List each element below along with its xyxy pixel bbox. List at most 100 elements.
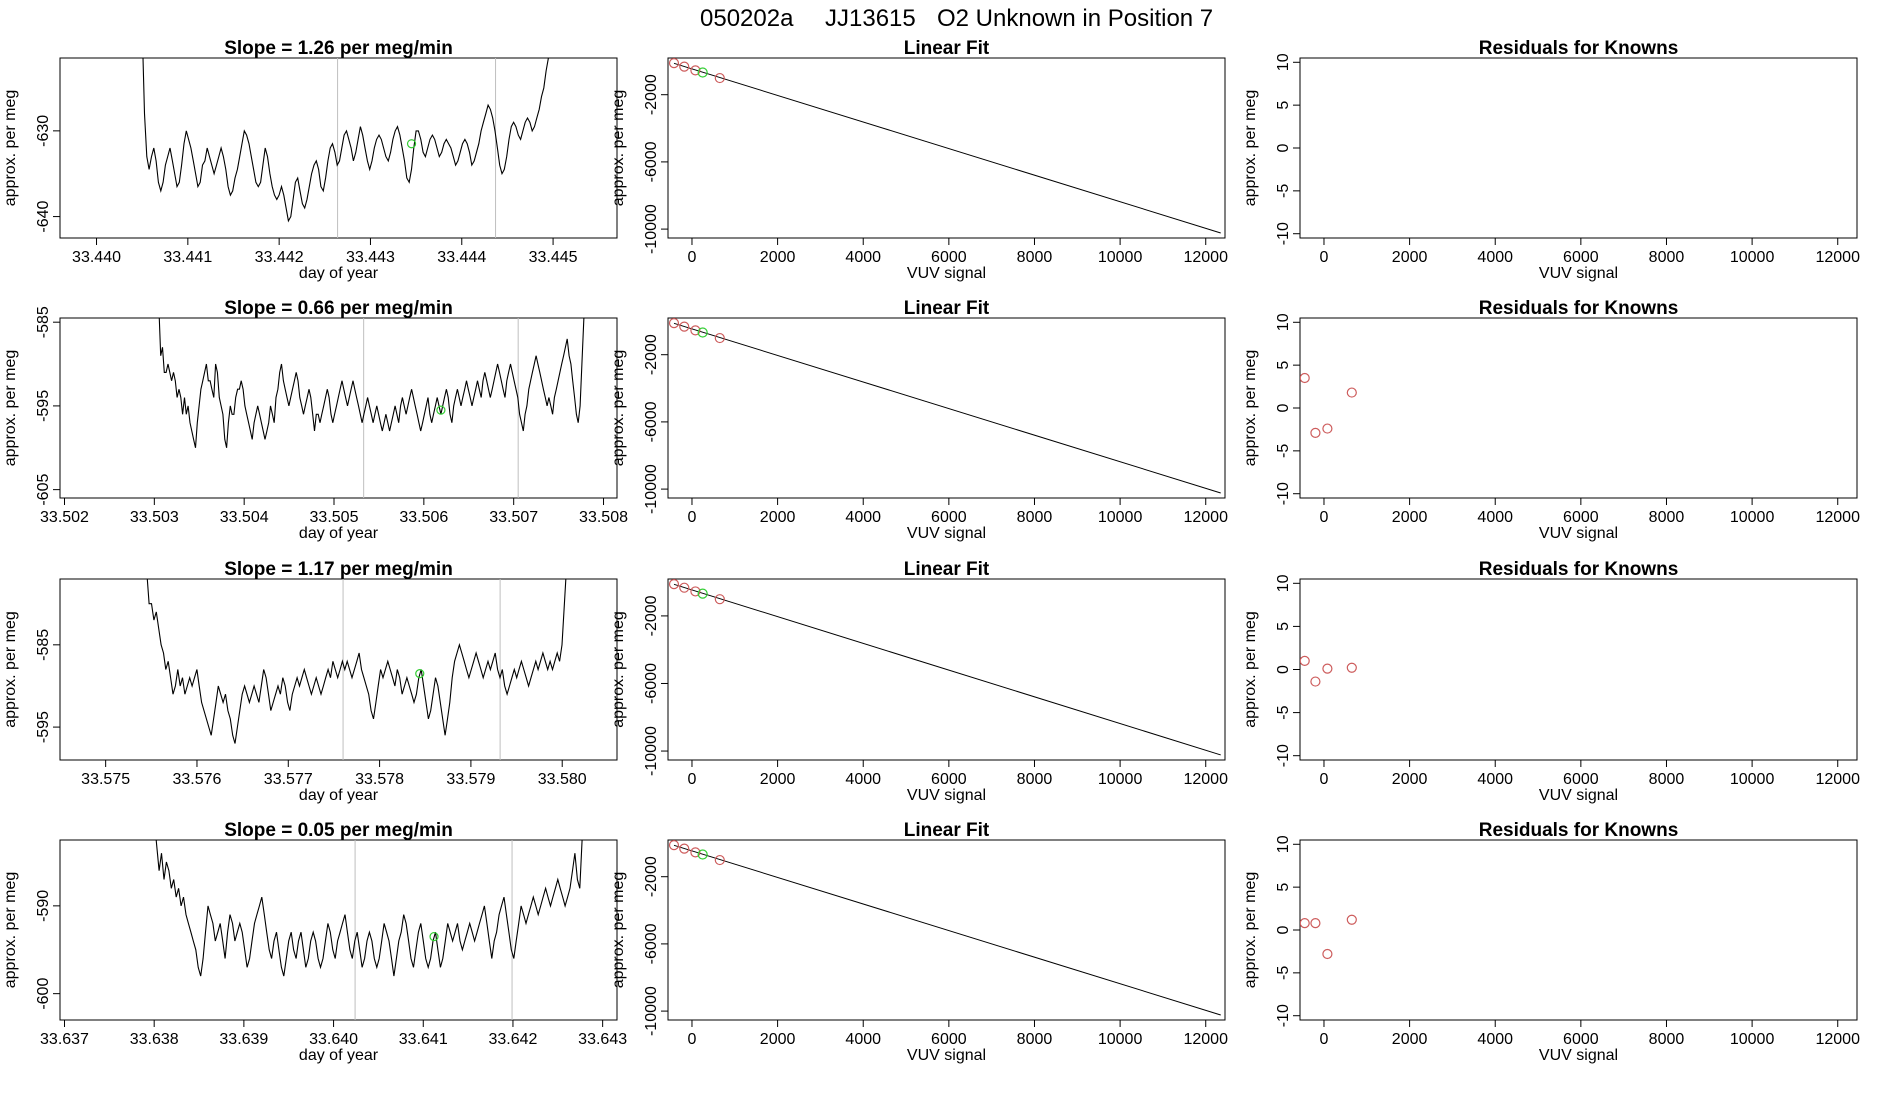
x-tick-label: 10000 bbox=[1730, 509, 1775, 526]
x-tick-label: 6000 bbox=[1563, 509, 1599, 526]
x-tick-label: 0 bbox=[688, 249, 697, 266]
plot-frame bbox=[59, 578, 618, 761]
y-tick-label: 0 bbox=[1275, 665, 1292, 674]
y-tick-label: -10000 bbox=[643, 726, 660, 776]
known-point bbox=[668, 840, 680, 851]
plot-frame bbox=[1299, 839, 1858, 1021]
plot-area bbox=[142, 58, 549, 238]
x-tick-label: 33.507 bbox=[489, 509, 538, 526]
x-tick-label: 8000 bbox=[1017, 249, 1053, 266]
y-tick-label: -2000 bbox=[643, 856, 660, 897]
x-tick-label: 12000 bbox=[1183, 1031, 1228, 1048]
x-tick-label: 8000 bbox=[1649, 771, 1685, 788]
y-tick-label: 5 bbox=[1275, 883, 1292, 892]
residual-point bbox=[1310, 676, 1321, 687]
x-tick-label: 8000 bbox=[1017, 771, 1053, 788]
plot-area bbox=[155, 840, 583, 1020]
x-tick-label: 2000 bbox=[760, 509, 796, 526]
x-tick-label: 12000 bbox=[1815, 771, 1860, 788]
x-tick-label: 10000 bbox=[1098, 249, 1143, 266]
x-axis-label: VUV signal bbox=[1539, 265, 1618, 282]
plot-frame bbox=[1299, 57, 1858, 239]
y-tick-label: 5 bbox=[1275, 101, 1292, 110]
x-tick-label: 2000 bbox=[1392, 509, 1428, 526]
plot-area bbox=[1300, 372, 1357, 438]
x-tick-label: 33.640 bbox=[309, 1031, 358, 1048]
panel-grid: Slope = 1.26 per meg/min 33.440 33.441 33.4… bbox=[2, 38, 1860, 1064]
x-tick-label: 8000 bbox=[1649, 1031, 1685, 1048]
x-tick-label: 8000 bbox=[1017, 1031, 1053, 1048]
plot-area bbox=[158, 318, 585, 498]
x-tick-label: 8000 bbox=[1017, 509, 1053, 526]
x-axis-label: day of year bbox=[299, 787, 379, 804]
x-tick-label: 4000 bbox=[845, 1031, 881, 1048]
y-tick-label: 10 bbox=[1275, 574, 1292, 592]
plot-frame bbox=[667, 57, 1226, 239]
x-tick-label: 6000 bbox=[931, 509, 967, 526]
chart-title: Residuals for Knowns bbox=[1479, 38, 1679, 59]
fit-line bbox=[673, 844, 1221, 1016]
series-line-trace bbox=[142, 58, 549, 223]
unknown-marker bbox=[429, 931, 439, 942]
chart-title: Linear Fit bbox=[904, 298, 990, 319]
y-tick-label: 0 bbox=[1275, 403, 1292, 412]
known-point bbox=[714, 72, 725, 84]
y-tick-label: -605 bbox=[35, 474, 52, 506]
residual-point bbox=[1300, 918, 1310, 929]
y-tick-label: 10 bbox=[1275, 835, 1292, 853]
plot-area bbox=[146, 579, 567, 760]
residual-point bbox=[1322, 423, 1333, 434]
x-tick-label: 33.641 bbox=[399, 1031, 448, 1048]
y-tick-label: 0 bbox=[1275, 925, 1292, 934]
y-axis-label: approx. per meg bbox=[2, 350, 19, 467]
x-tick-label: 12000 bbox=[1183, 509, 1228, 526]
y-tick-label: -10000 bbox=[643, 986, 660, 1036]
x-tick-label: 10000 bbox=[1098, 771, 1143, 788]
panel-linear-fit-2: Linear Fit 0 2000 4000 6000 8000 10000 12000 -20… bbox=[610, 298, 1228, 542]
x-tick-label: 33.441 bbox=[163, 249, 212, 266]
x-tick-label: 33.575 bbox=[81, 771, 130, 788]
x-axis-label: VUV signal bbox=[1539, 1047, 1618, 1064]
panel-time-trace-1: Slope = 1.26 per meg/min 33.440 33.441 33.4… bbox=[2, 38, 618, 282]
x-tick-label: 6000 bbox=[931, 249, 967, 266]
y-tick-label: -10 bbox=[1275, 744, 1292, 767]
residual-point bbox=[1346, 662, 1357, 673]
fit-line bbox=[673, 322, 1221, 494]
y-tick-label: -595 bbox=[35, 711, 52, 743]
residual-point bbox=[1346, 914, 1357, 925]
x-tick-label: 0 bbox=[1320, 509, 1329, 526]
x-tick-label: 33.444 bbox=[437, 249, 486, 266]
known-point bbox=[668, 318, 680, 329]
y-tick-label: -10000 bbox=[643, 464, 660, 514]
x-tick-label: 2000 bbox=[760, 249, 796, 266]
unknown-point bbox=[697, 67, 708, 78]
x-tick-label: 33.642 bbox=[488, 1031, 537, 1048]
x-tick-label: 10000 bbox=[1730, 249, 1775, 266]
x-tick-label: 10000 bbox=[1098, 1031, 1143, 1048]
header-run-id: 050202a bbox=[700, 5, 794, 32]
x-axis-label: VUV signal bbox=[907, 1047, 986, 1064]
plot-area bbox=[668, 840, 1221, 1016]
panel-time-trace-3: Slope = 1.17 per meg/min 33.575 33.576 33.5… bbox=[2, 559, 618, 804]
unknown-point bbox=[697, 327, 708, 338]
x-tick-label: 12000 bbox=[1183, 249, 1228, 266]
plot-frame bbox=[667, 839, 1226, 1021]
plot-frame bbox=[59, 57, 618, 239]
y-axis-label: approx. per meg bbox=[610, 350, 627, 467]
x-tick-label: 4000 bbox=[845, 249, 881, 266]
x-tick-label: 33.579 bbox=[446, 771, 495, 788]
x-tick-label: 12000 bbox=[1815, 249, 1860, 266]
x-axis-label: VUV signal bbox=[907, 525, 986, 542]
unknown-marker bbox=[436, 405, 446, 415]
y-axis-label: approx. per meg bbox=[1242, 611, 1259, 728]
unknown-marker bbox=[415, 669, 425, 679]
y-tick-label: -590 bbox=[35, 890, 52, 922]
y-tick-label: 5 bbox=[1275, 361, 1292, 370]
x-tick-label: 4000 bbox=[1477, 249, 1513, 266]
known-point bbox=[690, 65, 701, 76]
